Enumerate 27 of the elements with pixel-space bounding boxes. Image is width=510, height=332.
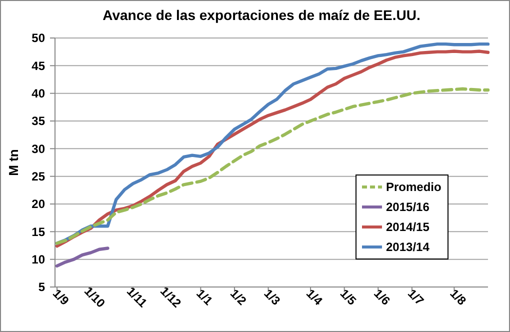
y-tick-label: 20 [32, 197, 46, 212]
legend-label: 2015/16 [386, 200, 430, 214]
y-tick-label: 40 [32, 86, 46, 101]
chart-title: Avance de las exportaciones de maíz de EE.UU. [102, 7, 420, 23]
y-tick-label: 15 [32, 224, 46, 239]
x-tick-label: 1/2 [227, 286, 250, 308]
y-tick-label: 25 [32, 170, 46, 184]
y-tick-label: 10 [32, 252, 46, 267]
y-tick-label: 30 [32, 142, 46, 156]
y-tick-label: 5 [38, 280, 46, 294]
x-tick-label: 1/3 [261, 286, 284, 308]
x-tick-label: 1/10 [81, 284, 108, 311]
x-tick-label: 1/6 [371, 286, 394, 308]
y-tick-label: 50 [32, 31, 46, 46]
legend-label: 2013/14 [386, 240, 430, 254]
y-tick-label: 35 [32, 114, 46, 128]
x-tick-label: 1/9 [50, 286, 72, 308]
line-series [55, 246, 110, 268]
x-tick-label: 1/5 [337, 286, 360, 308]
y-tick-label: 45 [32, 58, 46, 73]
x-tick-label: 1/4 [304, 286, 326, 308]
x-tick-label: 1/1 [194, 286, 216, 308]
x-tick-label: 1/8 [447, 286, 470, 308]
y-axis-title: M tn [6, 149, 21, 176]
legend-label: 2014/15 [386, 220, 430, 234]
legend-label: Promedio [386, 180, 442, 194]
x-tick-label: 1/7 [404, 286, 427, 308]
